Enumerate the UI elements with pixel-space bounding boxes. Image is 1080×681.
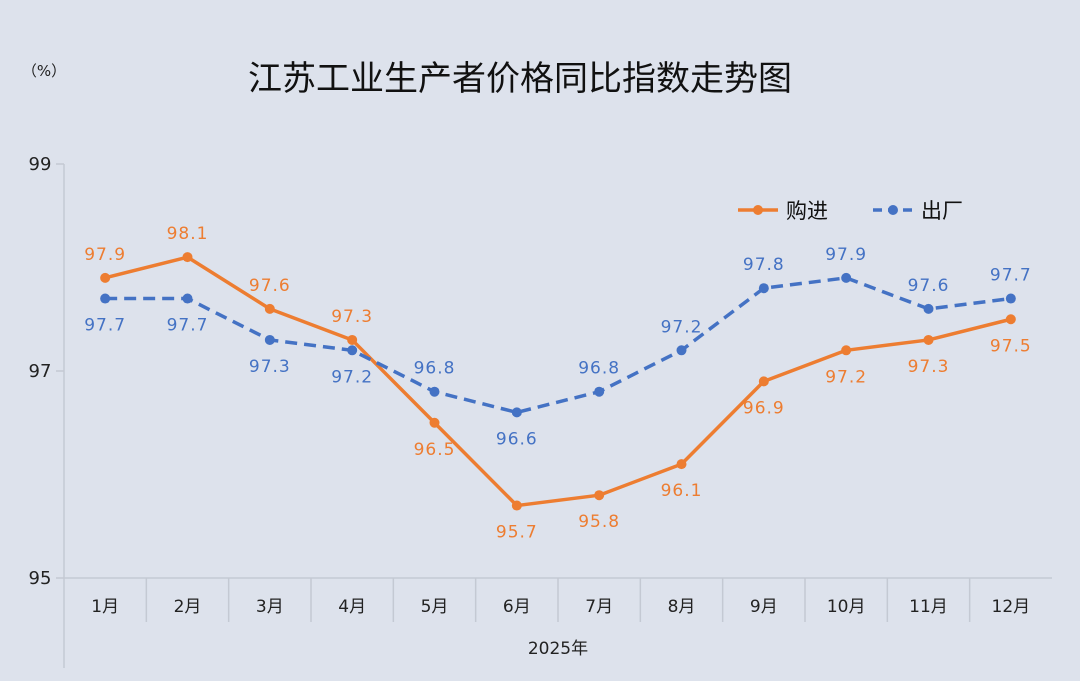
data-label: 97.7 [167,316,209,336]
x-tick-label: 12月 [992,597,1031,617]
series-line [105,276,1012,415]
legend-label: 出厂 [921,199,963,223]
data-label: 97.2 [661,317,703,337]
data-point [1005,293,1016,304]
y-unit-label: （%） [22,62,66,80]
legend: 购进 出厂 [738,199,963,223]
data-label: 97.6 [249,276,291,296]
data-label: 97.2 [331,367,373,387]
x-tick-label: 9月 [750,597,778,617]
x-tick-label: 11月 [909,597,948,617]
x-tick-label: 8月 [668,597,696,617]
y-tick-label: 99 [29,154,52,175]
x-tick-label: 6月 [503,597,531,617]
x-tick-labels: 1月 2月 3月 4月 5月 6月 7月 8月 9月 10月 11月 12月 [91,578,1030,622]
series-group: 97.9 98.1 97.6 97.3 96.5 95.7 95.8 96.1 96.9 97.2… [84,224,1032,543]
data-point [841,345,852,356]
legend-marker [753,205,763,215]
data-label: 97.9 [84,245,126,265]
data-label: 97.9 [825,245,867,265]
legend-marker [888,205,898,215]
data-point [594,490,605,501]
data-point [594,386,605,397]
data-label: 95.7 [496,523,538,543]
data-label: 97.6 [908,276,950,296]
y-tick-label: 97 [29,361,52,382]
data-point [511,407,522,418]
data-label: 96.8 [578,359,620,379]
data-point [511,500,522,511]
data-label: 97.3 [249,357,291,377]
data-point [758,283,769,294]
series-1: 97.9 98.1 97.6 97.3 96.5 95.7 95.8 96.1 96.9 97.2… [84,224,1032,543]
legend-label: 购进 [786,199,828,223]
x-tick-label: 2月 [174,597,202,617]
data-point [676,459,687,470]
data-point [429,386,440,397]
chart-title: 江苏工业生产者价格同比指数走势图 [248,59,792,99]
data-label: 98.1 [167,224,209,244]
data-point [923,303,934,314]
data-point [923,334,934,345]
data-point [347,334,358,345]
data-label: 97.7 [990,266,1032,286]
data-label: 96.9 [743,398,785,418]
data-label: 97.8 [743,255,785,275]
x-tick-label: 3月 [256,597,284,617]
data-label: 96.5 [414,440,456,460]
data-label: 96.6 [496,429,538,449]
data-point [676,345,687,356]
data-point [100,293,111,304]
x-tick-label: 5月 [421,597,449,617]
x-axis-label: 2025年 [528,639,588,659]
data-point [758,376,769,387]
data-point [841,272,852,283]
data-label: 97.3 [908,357,950,377]
data-label: 97.7 [84,316,126,336]
data-label: 97.3 [331,307,373,327]
series-line [104,255,1012,508]
data-point [1005,314,1016,325]
data-label: 96.8 [414,359,456,379]
data-label: 95.8 [578,512,620,532]
data-point [429,417,440,428]
x-tick-label: 10月 [827,597,866,617]
data-point [182,293,193,304]
data-point [182,252,193,263]
data-point [347,345,358,356]
series-2: 97.7 97.7 97.3 97.2 96.8 96.6 96.8 97.2 97.8 97.9… [84,245,1032,450]
data-label: 97.5 [990,336,1032,356]
data-point [100,272,111,283]
data-label: 96.1 [661,481,703,501]
x-tick-label: 4月 [338,597,366,617]
x-tick-label: 1月 [91,597,119,617]
y-tick-label: 95 [29,568,52,589]
x-tick-label: 7月 [585,597,613,617]
data-label: 97.2 [825,367,867,387]
data-point [264,334,275,345]
data-point [264,303,275,314]
